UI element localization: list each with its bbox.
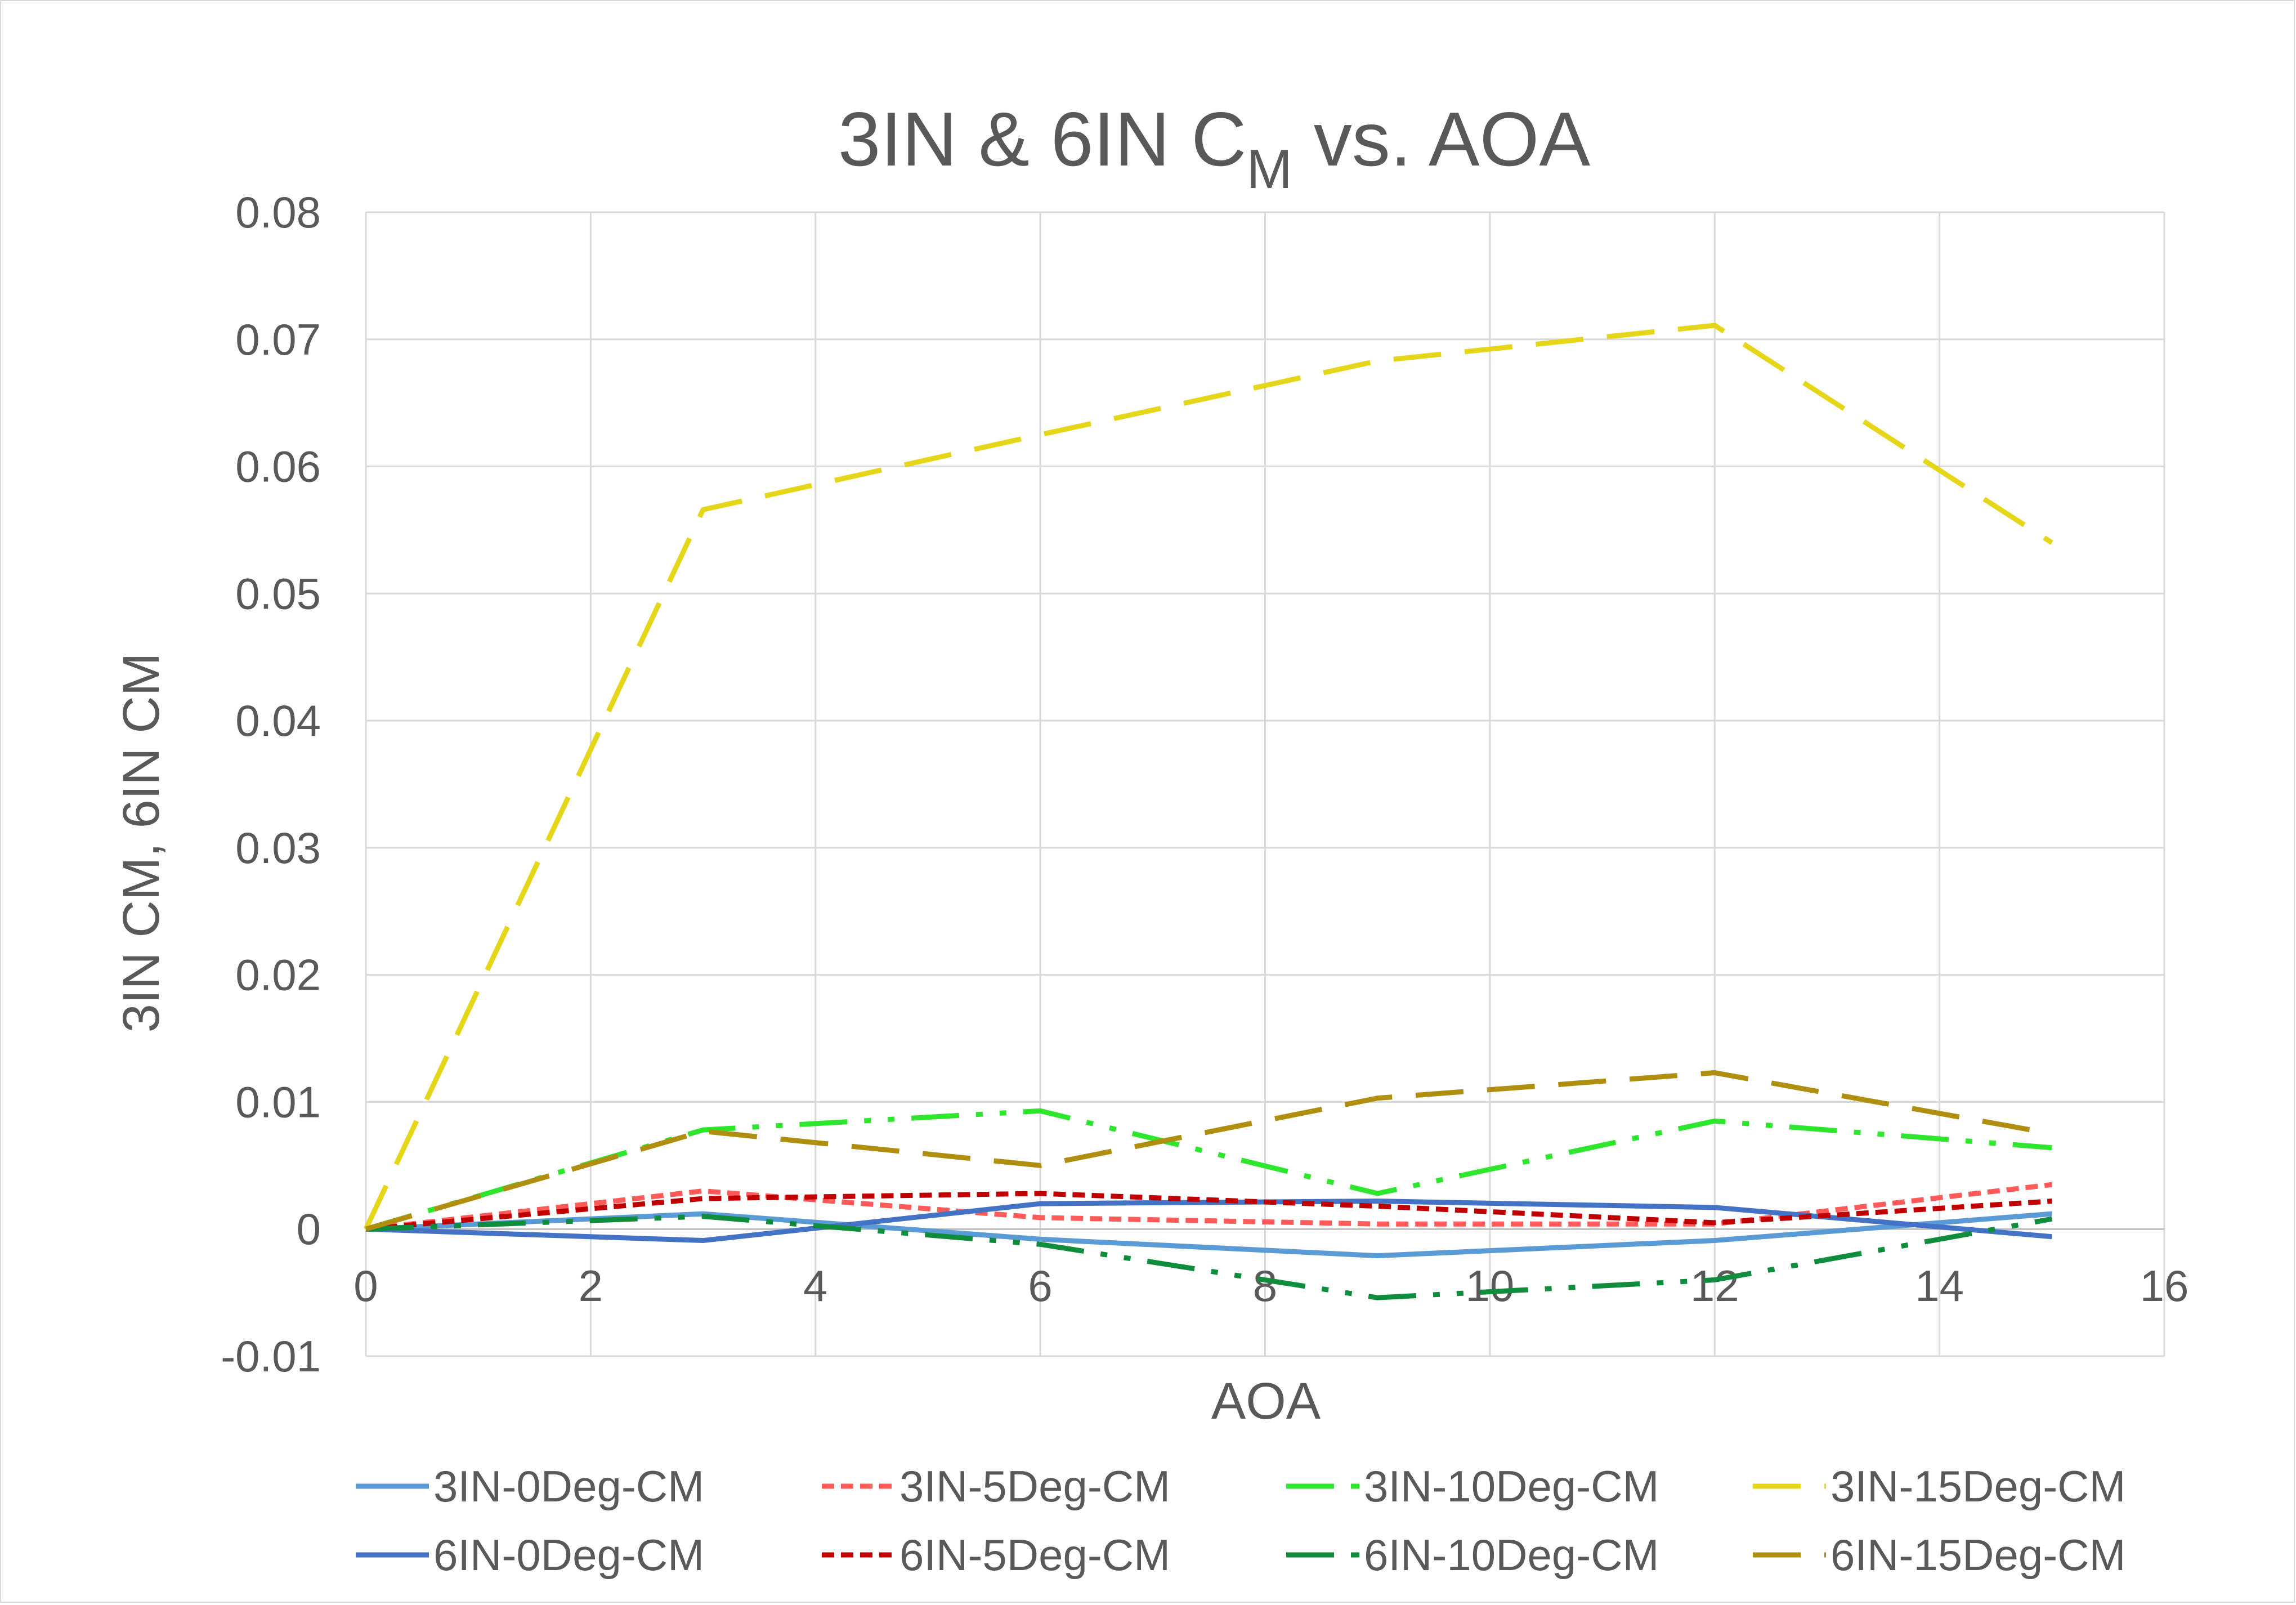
legend-label: 6IN-15Deg-CM (1830, 1530, 2125, 1580)
x-tick-label: 2 (579, 1261, 603, 1311)
series-line-3IN-15Deg-CM (363, 323, 2053, 1231)
chart-title-main: 3IN & 6IN C (838, 96, 1247, 182)
series-line-6IN-5Deg-CM (365, 1191, 2052, 1232)
legend-label: 3IN-10Deg-CM (1364, 1461, 1659, 1511)
x-tick-label: 8 (1253, 1261, 1277, 1311)
y-tick-label: -0.01 (221, 1331, 321, 1381)
y-tick-label: 0 (297, 1204, 321, 1254)
axes: 0 2 4 6 8 10 12 14 16 -0.01 0 0.01 0.02 0.03 0.04 0.05 0… (221, 187, 2188, 1381)
series-line-6IN-0Deg-CM (365, 1199, 2052, 1244)
legend: 3IN-0Deg-CM 3IN-5Deg-CM 3IN-10Deg-CM 3IN-15… (356, 1461, 2125, 1580)
legend-label: 3IN-0Deg-CM (433, 1461, 704, 1511)
legend-label: 3IN-15Deg-CM (1830, 1461, 2125, 1511)
x-tick-label: 16 (2140, 1261, 2189, 1311)
chart-title-subscript: M (1246, 138, 1292, 200)
legend-label: 6IN-0Deg-CM (433, 1530, 704, 1580)
legend-label: 6IN-10Deg-CM (1364, 1530, 1659, 1580)
x-tick-label: 4 (803, 1261, 827, 1311)
series-line-6IN-10Deg-CM (365, 1214, 2053, 1300)
x-tick-label: 12 (1690, 1261, 1739, 1311)
y-tick-label: 0.01 (235, 1077, 321, 1126)
y-tick-label: 0.04 (235, 696, 321, 745)
x-tick-label: 10 (1465, 1261, 1514, 1311)
chart-title-suffix: vs. AOA (1292, 96, 1590, 182)
legend-label: 3IN-5Deg-CM (899, 1461, 1170, 1511)
chart-title: 3IN & 6IN CM vs. AOA (838, 96, 1591, 200)
y-tick-label: 0.03 (235, 823, 321, 873)
x-tick-label: 6 (1028, 1261, 1052, 1311)
y-tick-label: 0.02 (235, 950, 321, 1000)
x-tick-label: 14 (1915, 1261, 1964, 1311)
series-line-3IN-0Deg-CM (365, 1211, 2052, 1259)
series-line-6IN-15Deg-CM (365, 1070, 2053, 1232)
y-tick-label: 0.06 (235, 442, 321, 491)
y-axis-title: 3IN CM, 6IN CM (113, 653, 170, 1033)
y-tick-label: 0.07 (235, 315, 321, 364)
legend-label: 6IN-5Deg-CM (899, 1530, 1170, 1580)
x-tick-label: 0 (353, 1261, 378, 1311)
y-tick-label: 0.08 (235, 187, 321, 237)
y-tick-label: 0.05 (235, 569, 321, 618)
series-lines (363, 323, 2053, 1300)
series-line-3IN-10Deg-CM (365, 1108, 2052, 1232)
x-axis-title: AOA (1211, 1372, 1321, 1430)
